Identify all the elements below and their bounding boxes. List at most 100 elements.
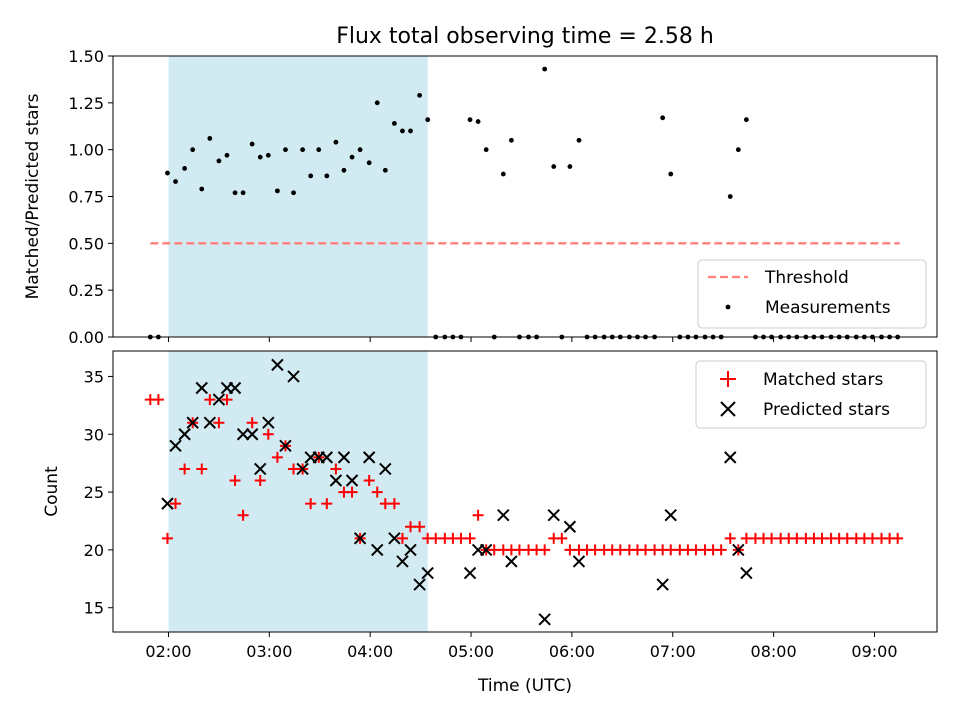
ratio-legend-box — [697, 259, 927, 329]
predicted-star-point — [186, 416, 199, 429]
predicted-star-point — [296, 462, 309, 476]
ratio-y-axis-label: Matched/Predicted stars — [23, 93, 43, 299]
measurement-point — [567, 164, 573, 169]
measurement-point — [173, 179, 178, 184]
predicted-star-point — [371, 543, 384, 557]
count-legend-box — [695, 360, 927, 429]
measurement-point — [357, 147, 363, 153]
measurement-point — [182, 166, 188, 171]
matched-star-point — [305, 498, 317, 510]
measurement-point — [249, 141, 255, 147]
measurement-point — [291, 190, 296, 196]
measurement-point — [257, 154, 263, 160]
predicted-star-point — [497, 508, 510, 522]
measurement-point — [374, 100, 380, 106]
measurement-point — [190, 147, 196, 153]
count-axes-frame — [112, 350, 938, 633]
predicted-star-point — [178, 428, 191, 441]
predicted-star-point — [479, 543, 493, 557]
count-y-axis-ticks: 15 20 25 30 35 — [84, 367, 113, 618]
ratio-y-tick-label: 0.25 — [68, 281, 104, 300]
matched-star-point — [271, 451, 283, 463]
predicted-star-point — [345, 474, 359, 487]
predicted-star-point — [538, 613, 551, 626]
observing-window-shade-top — [168, 56, 428, 337]
measurement-point — [483, 147, 489, 153]
measurement-point — [668, 171, 674, 177]
predicted-star-point — [724, 451, 737, 464]
measurement-point — [216, 158, 222, 164]
measurement-point — [743, 117, 749, 123]
matched-star-point — [170, 498, 182, 510]
matched-star-point — [179, 463, 191, 475]
x-tick-label: 07:00 — [650, 642, 696, 661]
matched-star-point — [213, 417, 225, 429]
measurement-point — [165, 170, 170, 176]
count-y-axis-label: Count — [42, 466, 62, 517]
chart-title: Flux total observing time = 2.58 h — [336, 24, 714, 49]
measurement-point — [551, 164, 557, 169]
predicted-star-point — [572, 555, 586, 568]
count-panel: 15 20 25 30 35 02:00 03:00 04:00 05:00 06:00 07:0… — [42, 350, 938, 661]
measurement-point — [425, 117, 431, 123]
predicted-star-point — [547, 508, 560, 522]
matched-star-point — [321, 498, 333, 510]
ratio-legend: Threshold Measurements — [697, 259, 927, 329]
matched-star-point — [715, 544, 727, 556]
matched-star-point — [346, 486, 358, 498]
measurement-point — [224, 152, 230, 158]
x-tick-label: 02:00 — [145, 642, 191, 661]
legend-matched-swatch — [720, 371, 736, 387]
measurement-point — [300, 147, 306, 153]
matched-star-point — [229, 475, 241, 487]
measurement-point — [316, 147, 322, 153]
measurement-point — [207, 136, 213, 141]
legend-predicted-swatch — [720, 401, 736, 417]
ratio-panel: 0.00 0.25 0.50 0.75 1.00 1.25 1.50 Matched/Pre… — [23, 47, 938, 347]
x-tick-label: 09:00 — [851, 642, 897, 661]
matched-star-point — [254, 475, 266, 487]
predicted-star-point — [203, 416, 217, 429]
predicted-star-point — [656, 578, 669, 591]
legend-matched-label: Matched stars — [763, 370, 883, 390]
predicted-star-point — [379, 462, 392, 476]
ratio-axes-frame — [112, 55, 938, 338]
x-tick-label: 05:00 — [448, 642, 494, 661]
matched-star-point — [472, 509, 484, 521]
matched-star-point — [371, 486, 383, 498]
count-y-tick-label: 15 — [84, 599, 104, 618]
ratio-y-tick-label: 0.50 — [68, 234, 104, 253]
measurement-point — [199, 186, 205, 192]
predicted-star-point — [740, 566, 753, 580]
matched-star-point — [204, 394, 216, 406]
measurement-point — [366, 160, 372, 166]
measurement-point — [467, 117, 473, 123]
measurement-point — [417, 92, 423, 98]
predicted-star-point — [388, 532, 401, 545]
predicted-star-point — [161, 497, 174, 510]
count-y-tick-label: 25 — [84, 483, 104, 502]
measurement-point — [274, 188, 280, 194]
measurement-point — [333, 139, 339, 145]
measurement-point — [324, 173, 330, 179]
predicted-star-point — [413, 578, 426, 591]
matched-star-point — [724, 532, 736, 544]
matched-star-point — [196, 463, 208, 475]
predicted-stars-points — [161, 358, 753, 626]
predicted-star-point — [404, 543, 417, 557]
legend-predicted-label: Predicted stars — [763, 400, 890, 420]
predicted-star-point — [732, 543, 745, 557]
measurement-point — [232, 190, 238, 196]
predicted-star-point — [353, 532, 367, 545]
measurement-point — [283, 147, 288, 153]
measurement-point — [576, 137, 582, 143]
matched-star-point — [464, 532, 476, 544]
matched-star-point — [363, 475, 375, 487]
predicted-star-point — [271, 358, 284, 372]
matched-star-point — [152, 394, 164, 406]
matched-star-point — [892, 532, 904, 544]
predicted-star-point — [228, 381, 242, 395]
matched-star-point — [396, 532, 408, 544]
count-y-tick-label: 35 — [84, 367, 104, 386]
